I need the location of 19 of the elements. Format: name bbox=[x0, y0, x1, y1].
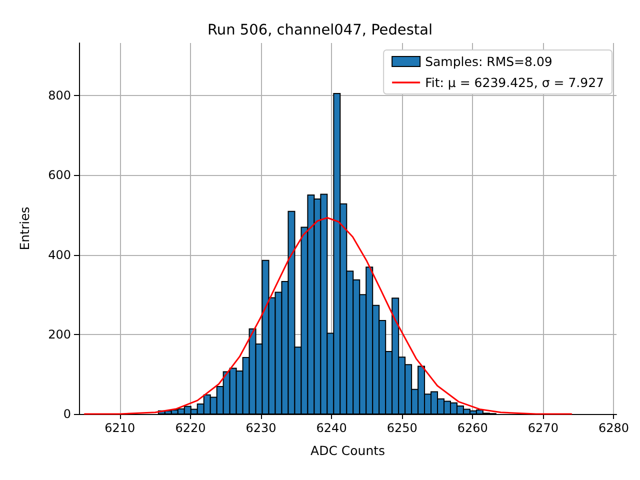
legend-label: Samples: RMS=8.09 bbox=[425, 54, 552, 69]
x-tick-label: 6250 bbox=[386, 421, 418, 435]
x-tick-label: 6260 bbox=[457, 421, 488, 435]
y-tick-label: 200 bbox=[48, 327, 71, 342]
legend-label: Fit: μ = 6239.425, σ = 7.927 bbox=[425, 75, 604, 90]
x-tick-label: 6210 bbox=[104, 421, 136, 435]
x-tick-label: 6270 bbox=[528, 421, 558, 435]
line-series bbox=[84, 217, 572, 415]
y-tick-label: 0 bbox=[63, 407, 71, 421]
y-tick-label: 400 bbox=[48, 248, 71, 262]
y-tick-label: 600 bbox=[48, 168, 71, 182]
y-axis-title: Entries bbox=[17, 206, 32, 250]
x-tick-label: 6220 bbox=[175, 421, 206, 435]
x-tick-label: 6240 bbox=[316, 421, 347, 435]
chart-title: Run 506, channel047, Pedestal bbox=[207, 22, 433, 38]
x-tick-label: 6280 bbox=[598, 421, 630, 435]
y-tick-label: 800 bbox=[48, 88, 71, 103]
x-tick-label: 6230 bbox=[246, 421, 276, 435]
x-axis-title: ADC Counts bbox=[310, 443, 386, 458]
